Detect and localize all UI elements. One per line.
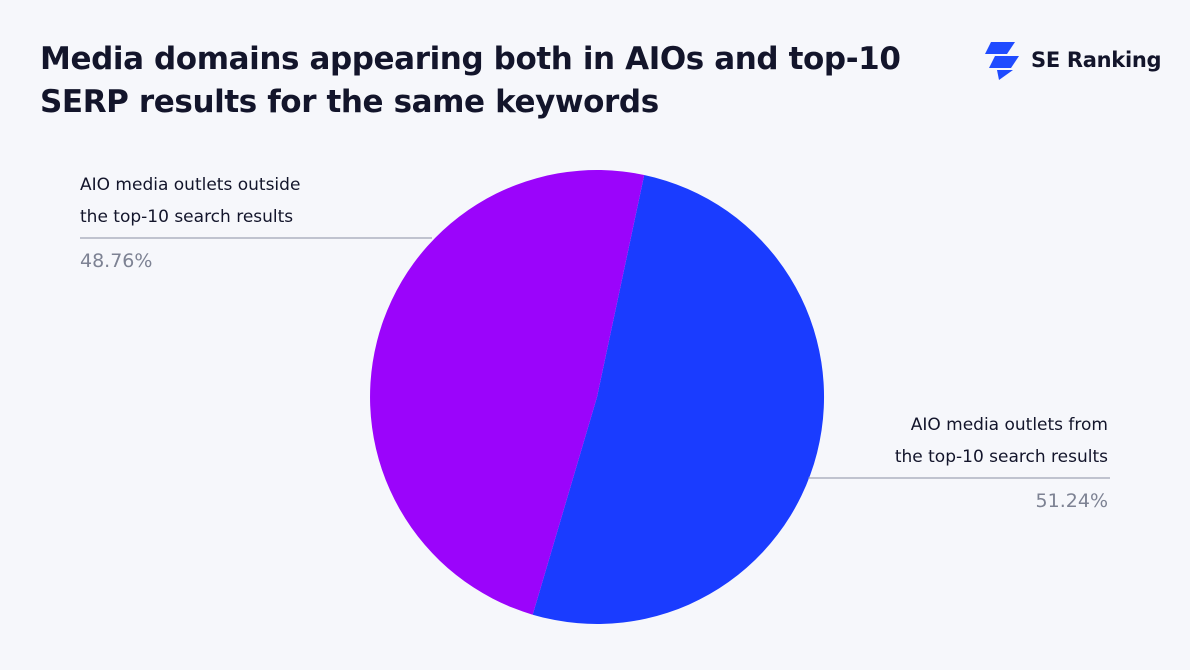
pie-slice-1 (532, 174, 825, 625)
brand-logo: SE Ranking (985, 38, 1162, 82)
slice-label-2-line-2: the top-10 search results (80, 207, 293, 227)
slice-label-2-line-1: AIO media outlets outside (80, 175, 300, 195)
pie-slice-2 (370, 170, 645, 615)
slice-value-label-2: 48.76% (80, 250, 152, 272)
slice-label-1-line-1: AIO media outlets from (911, 415, 1108, 435)
chart-title: Media domains appearing both in AIOs and… (40, 41, 901, 120)
slice-label-1-line-2: the top-10 search results (895, 447, 1108, 467)
brand-name: SE Ranking (1031, 48, 1162, 72)
slice-value-label-1: 51.24% (1036, 490, 1108, 512)
se-ranking-logo-icon (985, 42, 1019, 80)
